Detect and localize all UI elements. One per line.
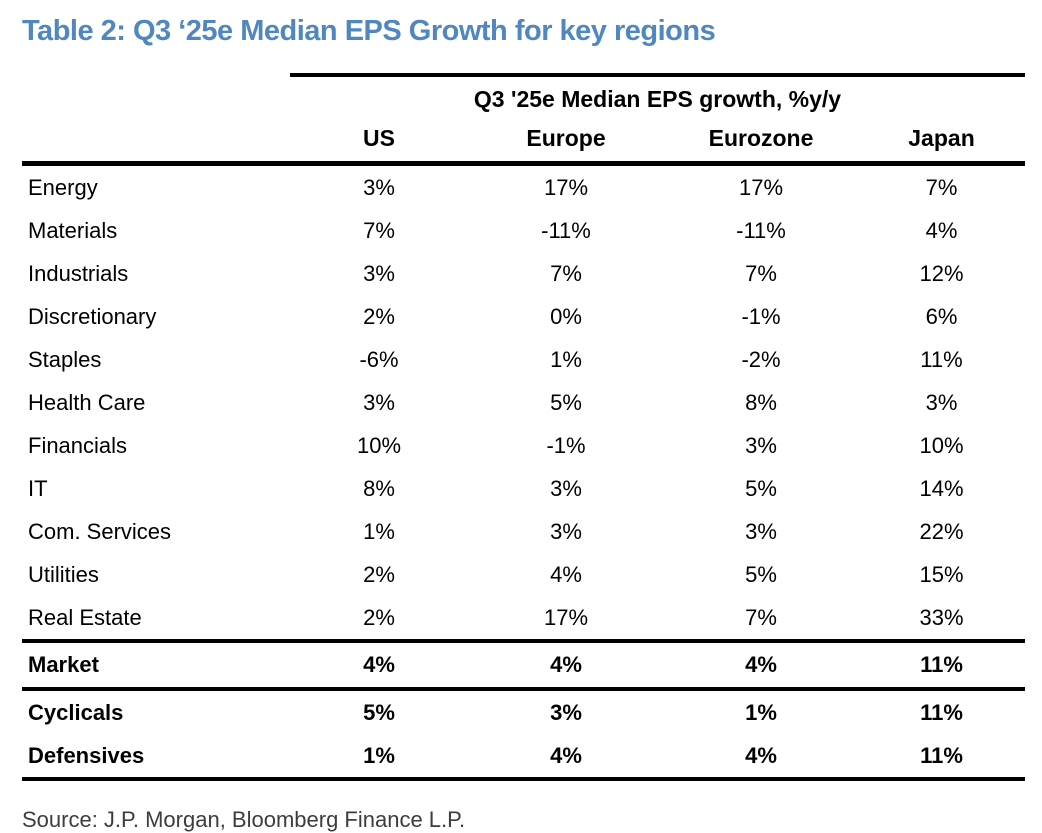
cell-value: 7% — [925, 174, 958, 200]
row-label: Market — [22, 639, 290, 689]
span-header: Q3 '25e Median EPS growth, %y/y — [290, 73, 1026, 116]
source-note: Source: J.P. Morgan, Bloomberg Finance L… — [22, 807, 466, 832]
row-label: Cyclicals — [22, 687, 290, 735]
table-row: Staples -6% 1% -2% 11% — [22, 338, 1025, 381]
summary-row-market: Market 4% 4% 4% 11% — [22, 639, 1026, 689]
cell-value: 7% — [363, 217, 395, 243]
cell-value: 5% — [745, 561, 777, 587]
table-row: Utilities 2% 4% 5% 15% — [22, 553, 1025, 596]
cell-value: 3% — [550, 475, 582, 501]
cell-value: 4% — [664, 735, 858, 781]
cell-value: 11% — [858, 639, 1026, 689]
cell-value: 4% — [468, 639, 664, 689]
cell-value: 3% — [745, 432, 777, 458]
table-row: Energy 3% 17% 17% 7% — [22, 164, 1025, 210]
cell-value: 11% — [858, 735, 1026, 781]
cell-value: 8% — [745, 389, 777, 415]
cell-value: 4% — [290, 639, 468, 689]
eps-growth-table: Q3 '25e Median EPS growth, %y/y US Europ… — [22, 73, 1026, 781]
table-title: Table 2: Q3 ‘25e Median EPS Growth for k… — [22, 15, 716, 47]
cell-value: 3% — [363, 389, 395, 415]
cell-value: 4% — [925, 217, 958, 243]
column-header-row: US Europe Eurozone Japan — [22, 116, 1026, 166]
cell-value: 33% — [919, 604, 964, 630]
corner-cell — [22, 116, 290, 166]
table-row: Real Estate 2% 17% 7% 33% — [22, 596, 1025, 641]
cell-value: 8% — [363, 475, 395, 501]
cell-value: 1% — [664, 687, 858, 735]
row-label: Financials — [28, 432, 128, 458]
summary-row-defensives: Defensives 1% 4% 4% 11% — [22, 735, 1026, 781]
cell-value: -11% — [541, 217, 591, 243]
cell-value: 17% — [543, 604, 589, 630]
summary-row-cyclicals: Cyclicals 5% 3% 1% 11% — [22, 687, 1026, 735]
cell-value: 14% — [919, 475, 964, 501]
cell-value: 4% — [550, 561, 582, 587]
column-header-europe: Europe — [468, 116, 664, 166]
cell-value: 22% — [919, 518, 964, 544]
table-row: Health Care 3% 5% 8% 3% — [22, 381, 1025, 424]
cell-value: 10% — [356, 432, 402, 458]
cell-value: -11% — [736, 217, 786, 243]
cell-value: 6% — [925, 303, 958, 329]
cell-value: -6% — [359, 346, 399, 372]
cell-value: 11% — [858, 687, 1026, 735]
cell-value: 3% — [550, 518, 582, 544]
row-label: Energy — [28, 174, 98, 200]
cell-value: 3% — [925, 389, 958, 415]
column-header-us: US — [290, 116, 468, 166]
row-label: Staples — [28, 346, 102, 372]
row-label: Materials — [28, 217, 118, 243]
cell-value: 3% — [363, 174, 395, 200]
cell-value: 4% — [468, 735, 664, 781]
table-row: Industrials 3% 7% 7% 12% — [22, 252, 1025, 295]
cell-value: 2% — [363, 561, 395, 587]
table-row: Financials 10% -1% 3% 10% — [22, 424, 1025, 467]
cell-value: 4% — [664, 639, 858, 689]
cell-value: 3% — [745, 518, 777, 544]
cell-value: 5% — [550, 389, 582, 415]
corner-cell — [22, 75, 290, 116]
cell-value: -1% — [741, 303, 781, 329]
cell-value: 7% — [745, 260, 777, 286]
cell-value: 1% — [363, 518, 395, 544]
cell-value: 17% — [738, 174, 784, 200]
cell-value: 3% — [363, 260, 395, 286]
row-label: Industrials — [28, 260, 129, 286]
cell-value: 17% — [543, 174, 589, 200]
row-label: Discretionary — [28, 303, 157, 329]
span-header-row: Q3 '25e Median EPS growth, %y/y — [22, 73, 1026, 116]
cell-value: 10% — [919, 432, 964, 458]
cell-value: 11% — [920, 346, 963, 372]
row-label: Real Estate — [28, 604, 142, 630]
cell-value: 0% — [550, 303, 582, 329]
row-label: Com. Services — [28, 518, 172, 544]
cell-value: 1% — [290, 735, 468, 781]
cell-value: 2% — [363, 303, 395, 329]
table-row: IT 8% 3% 5% 14% — [22, 467, 1025, 510]
cell-value: 1% — [550, 346, 582, 372]
table-row: Materials 7% -11% -11% 4% — [22, 209, 1025, 252]
cell-value: 12% — [919, 260, 964, 286]
cell-value: 7% — [745, 604, 777, 630]
row-label: Utilities — [28, 561, 99, 587]
cell-value: 5% — [745, 475, 777, 501]
cell-value: 3% — [468, 687, 664, 735]
row-label: Defensives — [22, 735, 290, 781]
cell-value: -2% — [741, 346, 781, 372]
cell-value: 7% — [550, 260, 582, 286]
cell-value: 15% — [919, 561, 964, 587]
column-header-japan: Japan — [858, 116, 1026, 166]
column-header-eurozone: Eurozone — [664, 116, 858, 166]
cell-value: -1% — [546, 432, 586, 458]
cell-value: 2% — [363, 604, 395, 630]
row-label: Health Care — [28, 389, 146, 415]
table-row: Discretionary 2% 0% -1% 6% — [22, 295, 1025, 338]
row-label: IT — [28, 475, 48, 501]
cell-value: 5% — [290, 687, 468, 735]
table-row: Com. Services 1% 3% 3% 22% — [22, 510, 1025, 553]
